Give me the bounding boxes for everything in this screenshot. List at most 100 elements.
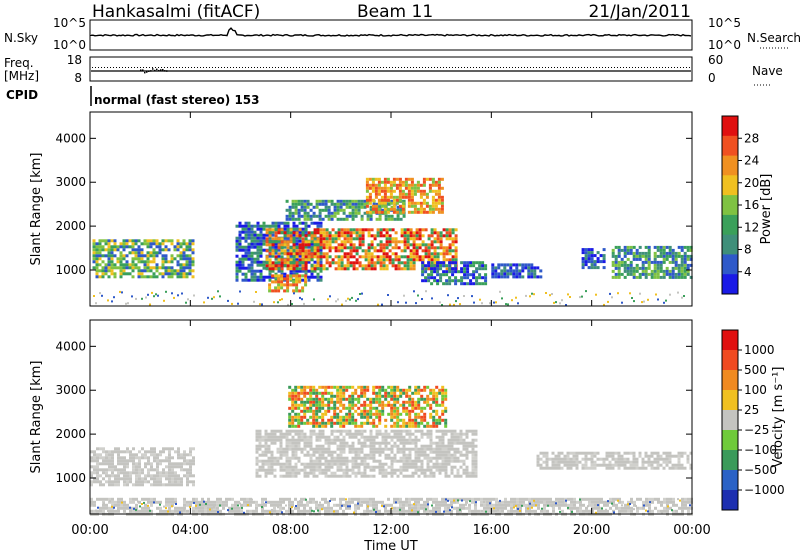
echo-cell <box>426 397 430 401</box>
echo-cell <box>288 497 291 501</box>
echo-cell <box>411 465 415 469</box>
echo-cell <box>408 441 412 445</box>
echo-cell <box>167 275 171 279</box>
echo-cell <box>373 234 377 238</box>
echo-cell <box>436 264 440 268</box>
echo-cell <box>107 260 111 264</box>
freq-point <box>236 67 237 68</box>
echo-cell <box>316 267 320 271</box>
echo-cell <box>494 275 498 279</box>
freq-right-tick-bottom: 0 <box>708 71 716 85</box>
echo-cell <box>300 503 303 507</box>
echo-cell <box>462 468 466 472</box>
echo-cell <box>339 388 343 392</box>
echo-cell <box>387 403 391 407</box>
echo-cell <box>324 388 328 392</box>
echo-cell <box>393 429 397 433</box>
echo-cell <box>396 388 400 392</box>
echo-cell <box>360 441 364 445</box>
echo-cell <box>650 260 654 264</box>
echo-cell <box>255 474 259 478</box>
echo-cell <box>463 276 467 280</box>
echo-cell <box>93 509 96 513</box>
echo-cell <box>355 249 359 253</box>
echo-cell <box>277 277 281 281</box>
echo-cell <box>306 199 310 203</box>
echo-cell <box>345 205 349 209</box>
echo-cell <box>294 211 298 215</box>
echo-cell <box>253 236 257 240</box>
echo-cell <box>279 497 282 501</box>
echo-cell <box>188 242 192 246</box>
echo-cell <box>304 283 308 287</box>
echo-cell <box>445 258 449 262</box>
echo-cell <box>372 444 376 448</box>
echo-cell <box>351 385 355 389</box>
echo-cell <box>315 388 319 392</box>
echo-cell <box>413 204 417 208</box>
echo-cell <box>396 400 400 404</box>
echo-cell <box>288 465 292 469</box>
echo-cell <box>219 497 222 501</box>
echo-cell <box>686 272 690 276</box>
echo-cell <box>147 459 150 463</box>
echo-cell <box>330 438 334 442</box>
echo-cell <box>391 264 395 268</box>
echo-cell <box>360 456 364 460</box>
echo-cell <box>444 418 448 422</box>
echo-cell <box>201 509 204 513</box>
echo-cell <box>671 257 675 261</box>
echo-cell <box>349 237 353 241</box>
echo-cell <box>412 237 416 241</box>
echo-cell <box>348 214 352 218</box>
echo-cell <box>366 214 370 218</box>
echo-cell <box>466 267 470 271</box>
echo-cell <box>291 450 295 454</box>
freq-right-tick-top: 60 <box>708 53 723 67</box>
echo-cell <box>316 224 320 228</box>
echo-cell <box>107 275 111 279</box>
echo-cell <box>342 388 346 392</box>
echo-cell <box>303 388 307 392</box>
freq-point <box>275 67 276 68</box>
echo-cell <box>289 274 293 278</box>
echo-cell <box>424 279 428 283</box>
echo-cell <box>409 243 413 247</box>
echo-cell <box>399 418 403 422</box>
echo-cell <box>404 183 408 187</box>
echo-cell <box>168 497 171 501</box>
echo-cell <box>378 459 382 463</box>
echo-cell <box>659 454 663 458</box>
echo-cell <box>454 261 458 265</box>
echo-cell <box>409 258 413 262</box>
echo-cell <box>249 503 252 507</box>
echo-cell <box>253 239 257 243</box>
echo-cell <box>683 466 687 470</box>
echo-cell <box>330 465 334 469</box>
near-range-cell <box>565 304 567 306</box>
echo-cell <box>438 415 442 419</box>
near-range-cell <box>291 303 293 305</box>
near-range-cell <box>125 302 127 305</box>
echo-cell <box>264 447 268 451</box>
echo-cell <box>412 255 416 259</box>
echo-cell <box>333 415 337 419</box>
echo-cell <box>512 272 516 276</box>
echo-cell <box>174 462 177 466</box>
echo-cell <box>279 438 283 442</box>
echo-cell <box>286 228 290 232</box>
freq-point <box>347 67 348 68</box>
echo-cell <box>680 466 684 470</box>
freq-point <box>173 67 174 68</box>
echo-cell <box>608 451 612 455</box>
echo-cell <box>177 506 180 510</box>
echo-cell <box>683 451 687 455</box>
echo-cell <box>439 279 443 283</box>
echo-cell <box>602 457 606 461</box>
echo-cell <box>351 214 355 218</box>
near-range-cell <box>413 290 415 293</box>
echo-cell <box>427 246 431 250</box>
echo-cell <box>471 438 475 442</box>
echo-cell <box>405 447 409 451</box>
echo-cell <box>438 418 442 422</box>
